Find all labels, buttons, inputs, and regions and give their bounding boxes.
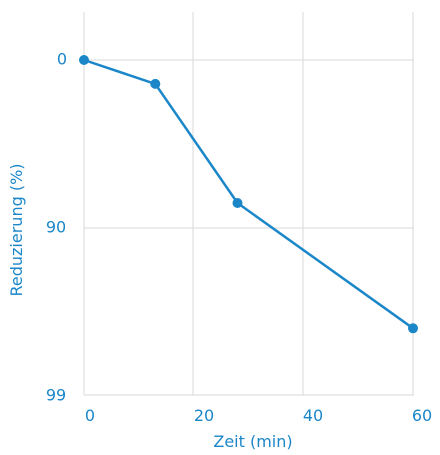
x-tick-0: 0 <box>85 406 95 425</box>
grid <box>83 12 414 396</box>
y-tick-99: 99 <box>46 386 66 405</box>
x-tick-20: 20 <box>194 406 214 425</box>
y-axis-label: Reduzierung (%) <box>7 163 26 296</box>
y-tick-0: 0 <box>57 50 67 69</box>
series-line <box>82 58 415 330</box>
data-point <box>232 198 243 208</box>
data-point <box>150 78 161 89</box>
series-layer <box>79 55 418 334</box>
x-axis-label: Zeit (min) <box>213 432 292 451</box>
x-tick-40: 40 <box>303 406 323 425</box>
tick-layer: 0 20 40 60 0 90 99 <box>46 50 432 426</box>
data-point <box>408 323 418 334</box>
data-point <box>79 55 89 65</box>
x-tick-60: 60 <box>412 406 432 425</box>
y-tick-90: 90 <box>46 218 66 237</box>
